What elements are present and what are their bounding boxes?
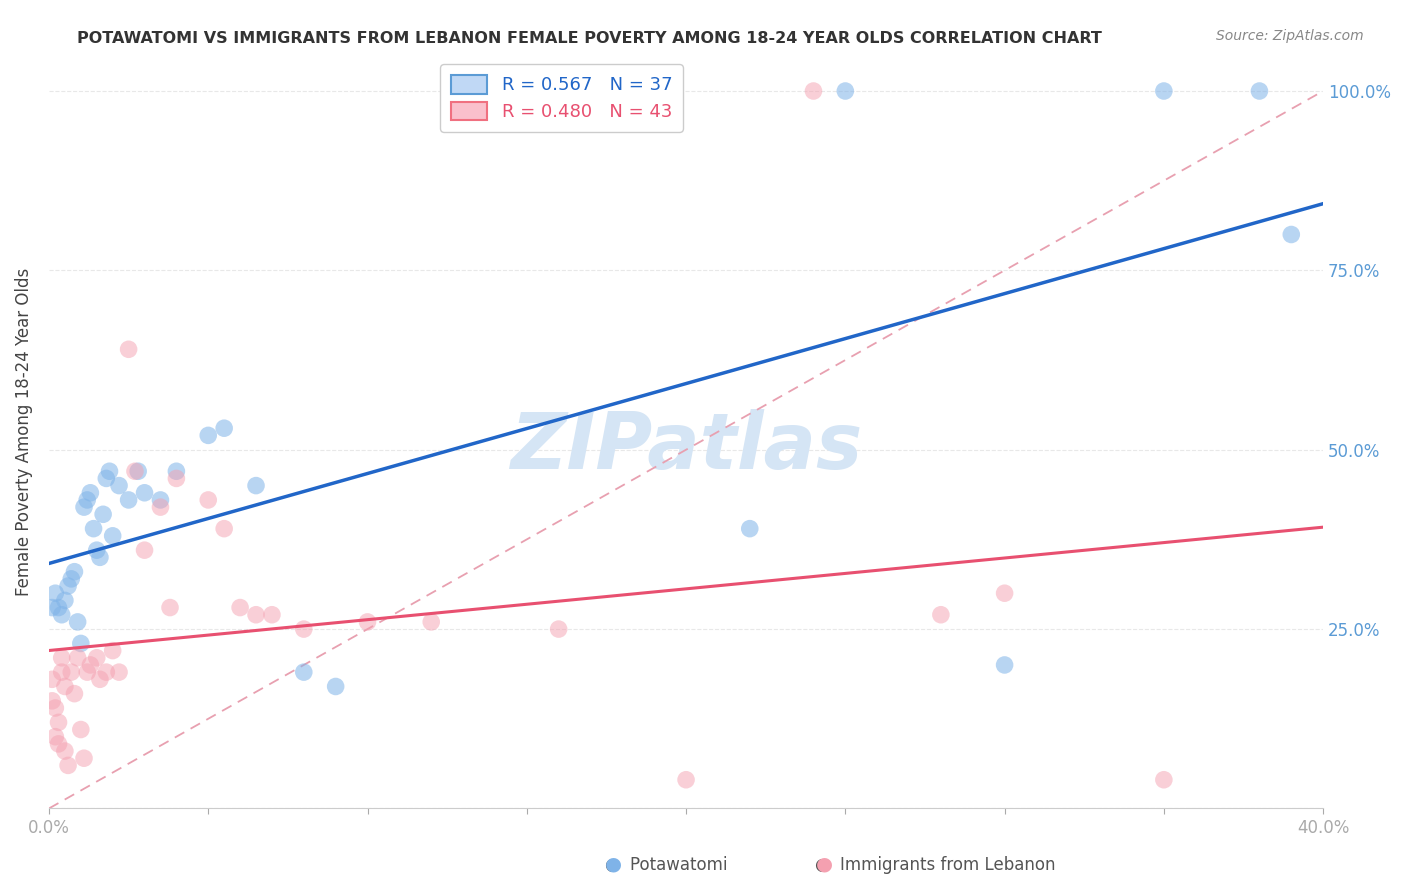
Point (356, 615, 378, 629)
Point (48, 737, 70, 751)
Y-axis label: Female Poverty Among 18-24 Year Olds: Female Poverty Among 18-24 Year Olds (15, 268, 32, 596)
Point (44, 701, 66, 715)
Point (134, 543, 156, 558)
Text: Source: ZipAtlas.com: Source: ZipAtlas.com (1216, 29, 1364, 43)
Point (86, 650, 108, 665)
Point (96, 665, 118, 680)
Point (1279, 227, 1302, 242)
Legend: R = 0.567   N = 37, R = 0.480   N = 43: R = 0.567 N = 37, R = 0.480 N = 43 (440, 64, 683, 132)
Point (197, 492, 219, 507)
Point (1153, 84, 1175, 98)
Point (69, 636, 91, 650)
Point (420, 615, 443, 629)
Point (76, 665, 98, 680)
Point (197, 428, 219, 442)
Point (159, 600, 181, 615)
Point (229, 600, 252, 615)
Point (994, 657, 1017, 672)
Point (292, 665, 315, 680)
Point (212, 421, 235, 435)
Point (117, 343, 139, 357)
Point (149, 492, 172, 507)
Text: ZIPatlas: ZIPatlas (510, 409, 862, 485)
Point (79, 657, 101, 672)
Point (44, 586, 66, 600)
Point (117, 492, 139, 507)
Point (101, 643, 124, 657)
Point (245, 478, 267, 492)
Text: POTAWATOMI VS IMMIGRANTS FROM LEBANON FEMALE POVERTY AMONG 18-24 YEAR OLDS CORRE: POTAWATOMI VS IMMIGRANTS FROM LEBANON FE… (77, 31, 1102, 46)
Point (79, 485, 101, 500)
Point (41, 694, 63, 708)
Point (98, 464, 121, 478)
Point (56, 579, 79, 593)
Point (66, 650, 89, 665)
Point (547, 622, 569, 636)
Point (108, 478, 131, 492)
Point (53, 593, 76, 607)
Text: ●: ● (605, 855, 621, 873)
Point (51, 665, 73, 680)
Point (73, 751, 96, 765)
Point (89, 673, 111, 687)
Point (51, 650, 73, 665)
Point (53, 680, 76, 694)
Point (73, 500, 96, 515)
Point (63, 687, 86, 701)
Text: ●  Immigrants from Lebanon: ● Immigrants from Lebanon (815, 855, 1056, 873)
Point (91, 508, 114, 522)
Point (165, 464, 187, 478)
Point (66, 615, 89, 629)
Point (76, 492, 98, 507)
Point (292, 622, 315, 636)
Point (834, 84, 856, 98)
Point (60, 572, 83, 586)
Point (41, 673, 63, 687)
Point (165, 471, 187, 485)
Point (245, 607, 267, 622)
Point (41, 600, 63, 615)
Text: ●  Potawatomi: ● Potawatomi (605, 855, 727, 873)
Point (63, 565, 86, 579)
Point (53, 744, 76, 758)
Point (89, 550, 111, 565)
Point (60, 665, 83, 680)
Point (325, 680, 347, 694)
Point (127, 464, 149, 478)
Point (44, 730, 66, 744)
Point (83, 522, 105, 536)
Point (48, 600, 70, 615)
Point (56, 758, 79, 772)
Point (134, 485, 156, 500)
Point (51, 607, 73, 622)
Point (994, 586, 1017, 600)
Point (1249, 84, 1271, 98)
Point (149, 500, 172, 515)
Point (1153, 772, 1175, 787)
Point (675, 772, 697, 787)
Point (738, 522, 761, 536)
Point (108, 665, 131, 680)
Point (929, 607, 952, 622)
Point (69, 723, 91, 737)
Point (96, 471, 118, 485)
Text: ●: ● (815, 855, 832, 873)
Point (86, 543, 108, 558)
Point (212, 522, 235, 536)
Point (101, 529, 124, 543)
Point (124, 464, 146, 478)
Point (803, 84, 825, 98)
Point (48, 715, 70, 730)
Point (260, 607, 283, 622)
